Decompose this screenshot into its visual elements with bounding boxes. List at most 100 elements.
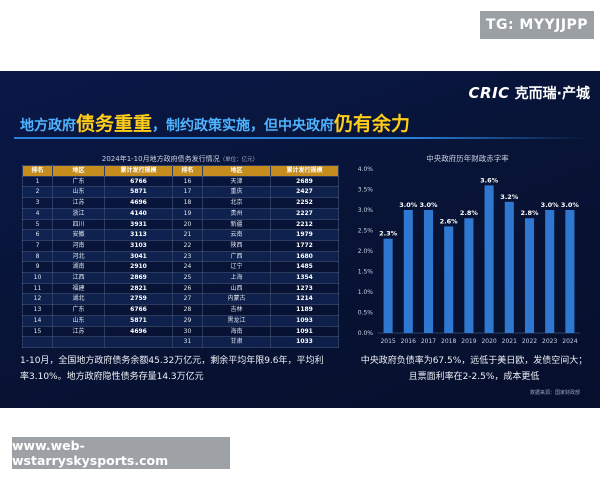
table-cell: [22, 336, 53, 348]
table-cell: 3041: [104, 250, 173, 263]
bar: [545, 210, 555, 333]
table-row: 9 湖南 2910 24 辽宁 1485: [22, 261, 339, 274]
table-cell: 广东: [52, 175, 105, 188]
table-cell: 山东: [52, 314, 105, 327]
table-row: 12 湖北 2759 27 内蒙古 1214: [22, 293, 339, 306]
table-row: 31 甘肃 1033: [22, 336, 339, 348]
data-label: 3.0%: [561, 201, 580, 209]
table-cell: 1772: [270, 239, 339, 252]
x-tick-label: 2015: [380, 338, 395, 345]
table-cell: 安徽: [52, 229, 105, 241]
table-cell: 2: [22, 186, 53, 199]
table-cell: 3113: [104, 229, 173, 241]
table-header-cell: 累计发行规模: [104, 165, 173, 177]
table-row: 1 广东 6766 16 天津 2689: [22, 175, 339, 188]
slide: CRIC 克而瑞·产城 地方政府 债务重重 ，制约政策实施，但中央政府 仍有余力…: [0, 71, 600, 408]
table-cell: 新疆: [202, 218, 271, 231]
right-note: 中央政府负债率为67.5%，远低于美日欧，发债空间大；且票面利率在2-2.5%，…: [360, 356, 588, 382]
bar: [565, 210, 575, 333]
table-cell: 1214: [270, 293, 339, 306]
table-cell: 3: [22, 197, 53, 209]
table-cell: 8: [22, 250, 53, 263]
table-cell: 2227: [270, 207, 339, 220]
y-tick-label: 2.5%: [358, 228, 374, 235]
x-tick-label: 2021: [502, 338, 517, 345]
table-cell: 21: [172, 229, 203, 241]
bar: [444, 226, 454, 333]
table-header-cell: 地区: [202, 165, 271, 177]
table-caption-text: 2024年1-10月地方政府债务发行情况: [101, 155, 220, 163]
table-cell: 19: [172, 207, 203, 220]
table-cell: 1033: [270, 336, 339, 348]
table-row: 3 江苏 4696 18 北京 2252: [22, 197, 339, 209]
bar: [524, 218, 535, 333]
bar: [383, 238, 393, 333]
y-tick-label: 3.5%: [358, 187, 374, 194]
data-label: 3.0%: [419, 201, 438, 209]
deficit-bar-chart: 0.0% 0.5% 1.0% 1.5% 2.0% 2.5% 3.0% 3.5% 4.0% 2.3%…: [358, 166, 580, 345]
table-cell: 7: [22, 239, 53, 252]
table-cell: 5: [22, 218, 53, 231]
bar: [403, 210, 413, 333]
table-row: 10 江西 2869 25 上海 1354: [22, 272, 339, 284]
table-cell: 4696: [104, 325, 173, 338]
y-tick-label: 3.0%: [358, 207, 374, 214]
y-tick-label: 4.0%: [358, 166, 374, 173]
y-tick-label: 1.5%: [358, 269, 374, 276]
table-cell: 浙江: [52, 207, 105, 220]
table-cell: 湖北: [52, 293, 105, 306]
table-cell: 广西: [202, 250, 271, 263]
x-tick-label: 2016: [401, 338, 416, 345]
table-cell: 6766: [104, 175, 173, 188]
y-tick-label: 1.0%: [358, 289, 374, 296]
table-cell: 四川: [52, 218, 105, 231]
table-cell: 重庆: [202, 186, 271, 199]
table-cell: 2910: [104, 261, 173, 274]
y-tick-label: 0.0%: [358, 330, 374, 337]
table-row: 4 浙江 4140 19 贵州 2227: [22, 207, 339, 220]
bar: [484, 185, 494, 333]
table-header-row: 排名 地区 累计发行规模 排名 地区 累计发行规模: [22, 165, 339, 177]
table-cell: 2427: [270, 186, 339, 199]
data-label: 3.0%: [541, 201, 560, 209]
table-cell: 1979: [270, 229, 339, 241]
table-cell: 31: [172, 336, 203, 348]
table-cell: 吉林: [202, 304, 271, 316]
table-cell: 1091: [270, 325, 339, 338]
table-cell: 江苏: [52, 325, 105, 338]
table-cell: 江西: [52, 272, 105, 284]
table-cell: 4: [22, 207, 53, 220]
table-cell: [104, 336, 173, 348]
table-cell: 14: [22, 314, 53, 327]
x-tick-label: 2024: [562, 338, 577, 345]
headline-part-3: ，制约政策实施，但中央政府: [152, 118, 335, 134]
data-label: 3.2%: [500, 193, 519, 201]
table-cell: 2821: [104, 282, 173, 295]
table-cell: 5871: [104, 314, 173, 327]
data-label: 2.8%: [520, 209, 539, 217]
table-cell: 黑龙江: [202, 314, 271, 327]
table-cell: 11: [22, 282, 53, 295]
footer-url: www.web-wstarryskysports.com: [12, 437, 230, 469]
debt-table: 排名 地区 累计发行规模 排名 地区 累计发行规模 1 广东 6766 16 天津 2689 2 山东 5…: [22, 165, 339, 348]
table-cell: 6: [22, 229, 53, 241]
table-cell: 20: [172, 218, 203, 231]
table-cell: 2689: [270, 175, 339, 188]
table-cell: 3103: [104, 239, 173, 252]
headline-divider: [14, 137, 586, 139]
data-label: 2.8%: [460, 209, 479, 217]
table-cell: 16: [172, 175, 203, 188]
table-row: 7 河南 3103 22 陕西 1772: [22, 239, 339, 252]
table-cell: 山东: [52, 186, 105, 199]
table-cell: 15: [22, 325, 53, 338]
watermark-tag: TG: MYYJJPP: [480, 11, 594, 39]
table-row: 14 山东 5871 29 黑龙江 1093: [22, 314, 339, 327]
headline-part-4: 仍有余力: [334, 113, 411, 135]
table-cell: 陕西: [202, 239, 271, 252]
headline-part-2: 债务重重: [76, 113, 153, 135]
data-label: 3.0%: [399, 201, 418, 209]
table-cell: 3931: [104, 218, 173, 231]
table-cell: 25: [172, 272, 203, 284]
table-cell: 1485: [270, 261, 339, 274]
table-cell: 山西: [202, 282, 271, 295]
